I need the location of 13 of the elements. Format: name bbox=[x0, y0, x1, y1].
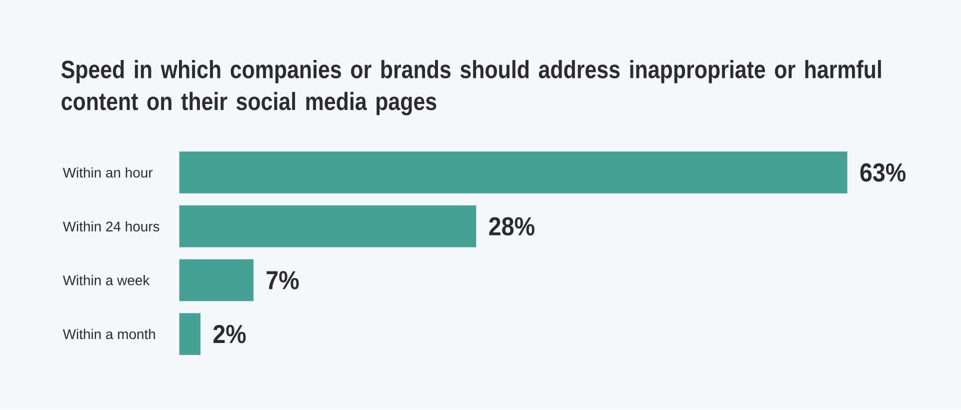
y-tick-label: Within 24 hours bbox=[62, 221, 160, 232]
data-label: 2% bbox=[213, 324, 246, 344]
y-tick-label: Within a week bbox=[62, 275, 150, 286]
y-tick-label: Within a month bbox=[62, 328, 155, 340]
bar bbox=[179, 259, 254, 302]
bar bbox=[179, 313, 200, 356]
data-label: 63% bbox=[860, 163, 906, 182]
data-label: 7% bbox=[266, 271, 299, 290]
chart-title: Speed in which companies or brands should address inappropriate or harmful content on their social media pages bbox=[61, 60, 881, 116]
bar bbox=[179, 152, 848, 194]
y-tick-label: Within an hour bbox=[62, 167, 153, 178]
bar bbox=[179, 205, 476, 248]
data-label: 28% bbox=[489, 217, 534, 236]
